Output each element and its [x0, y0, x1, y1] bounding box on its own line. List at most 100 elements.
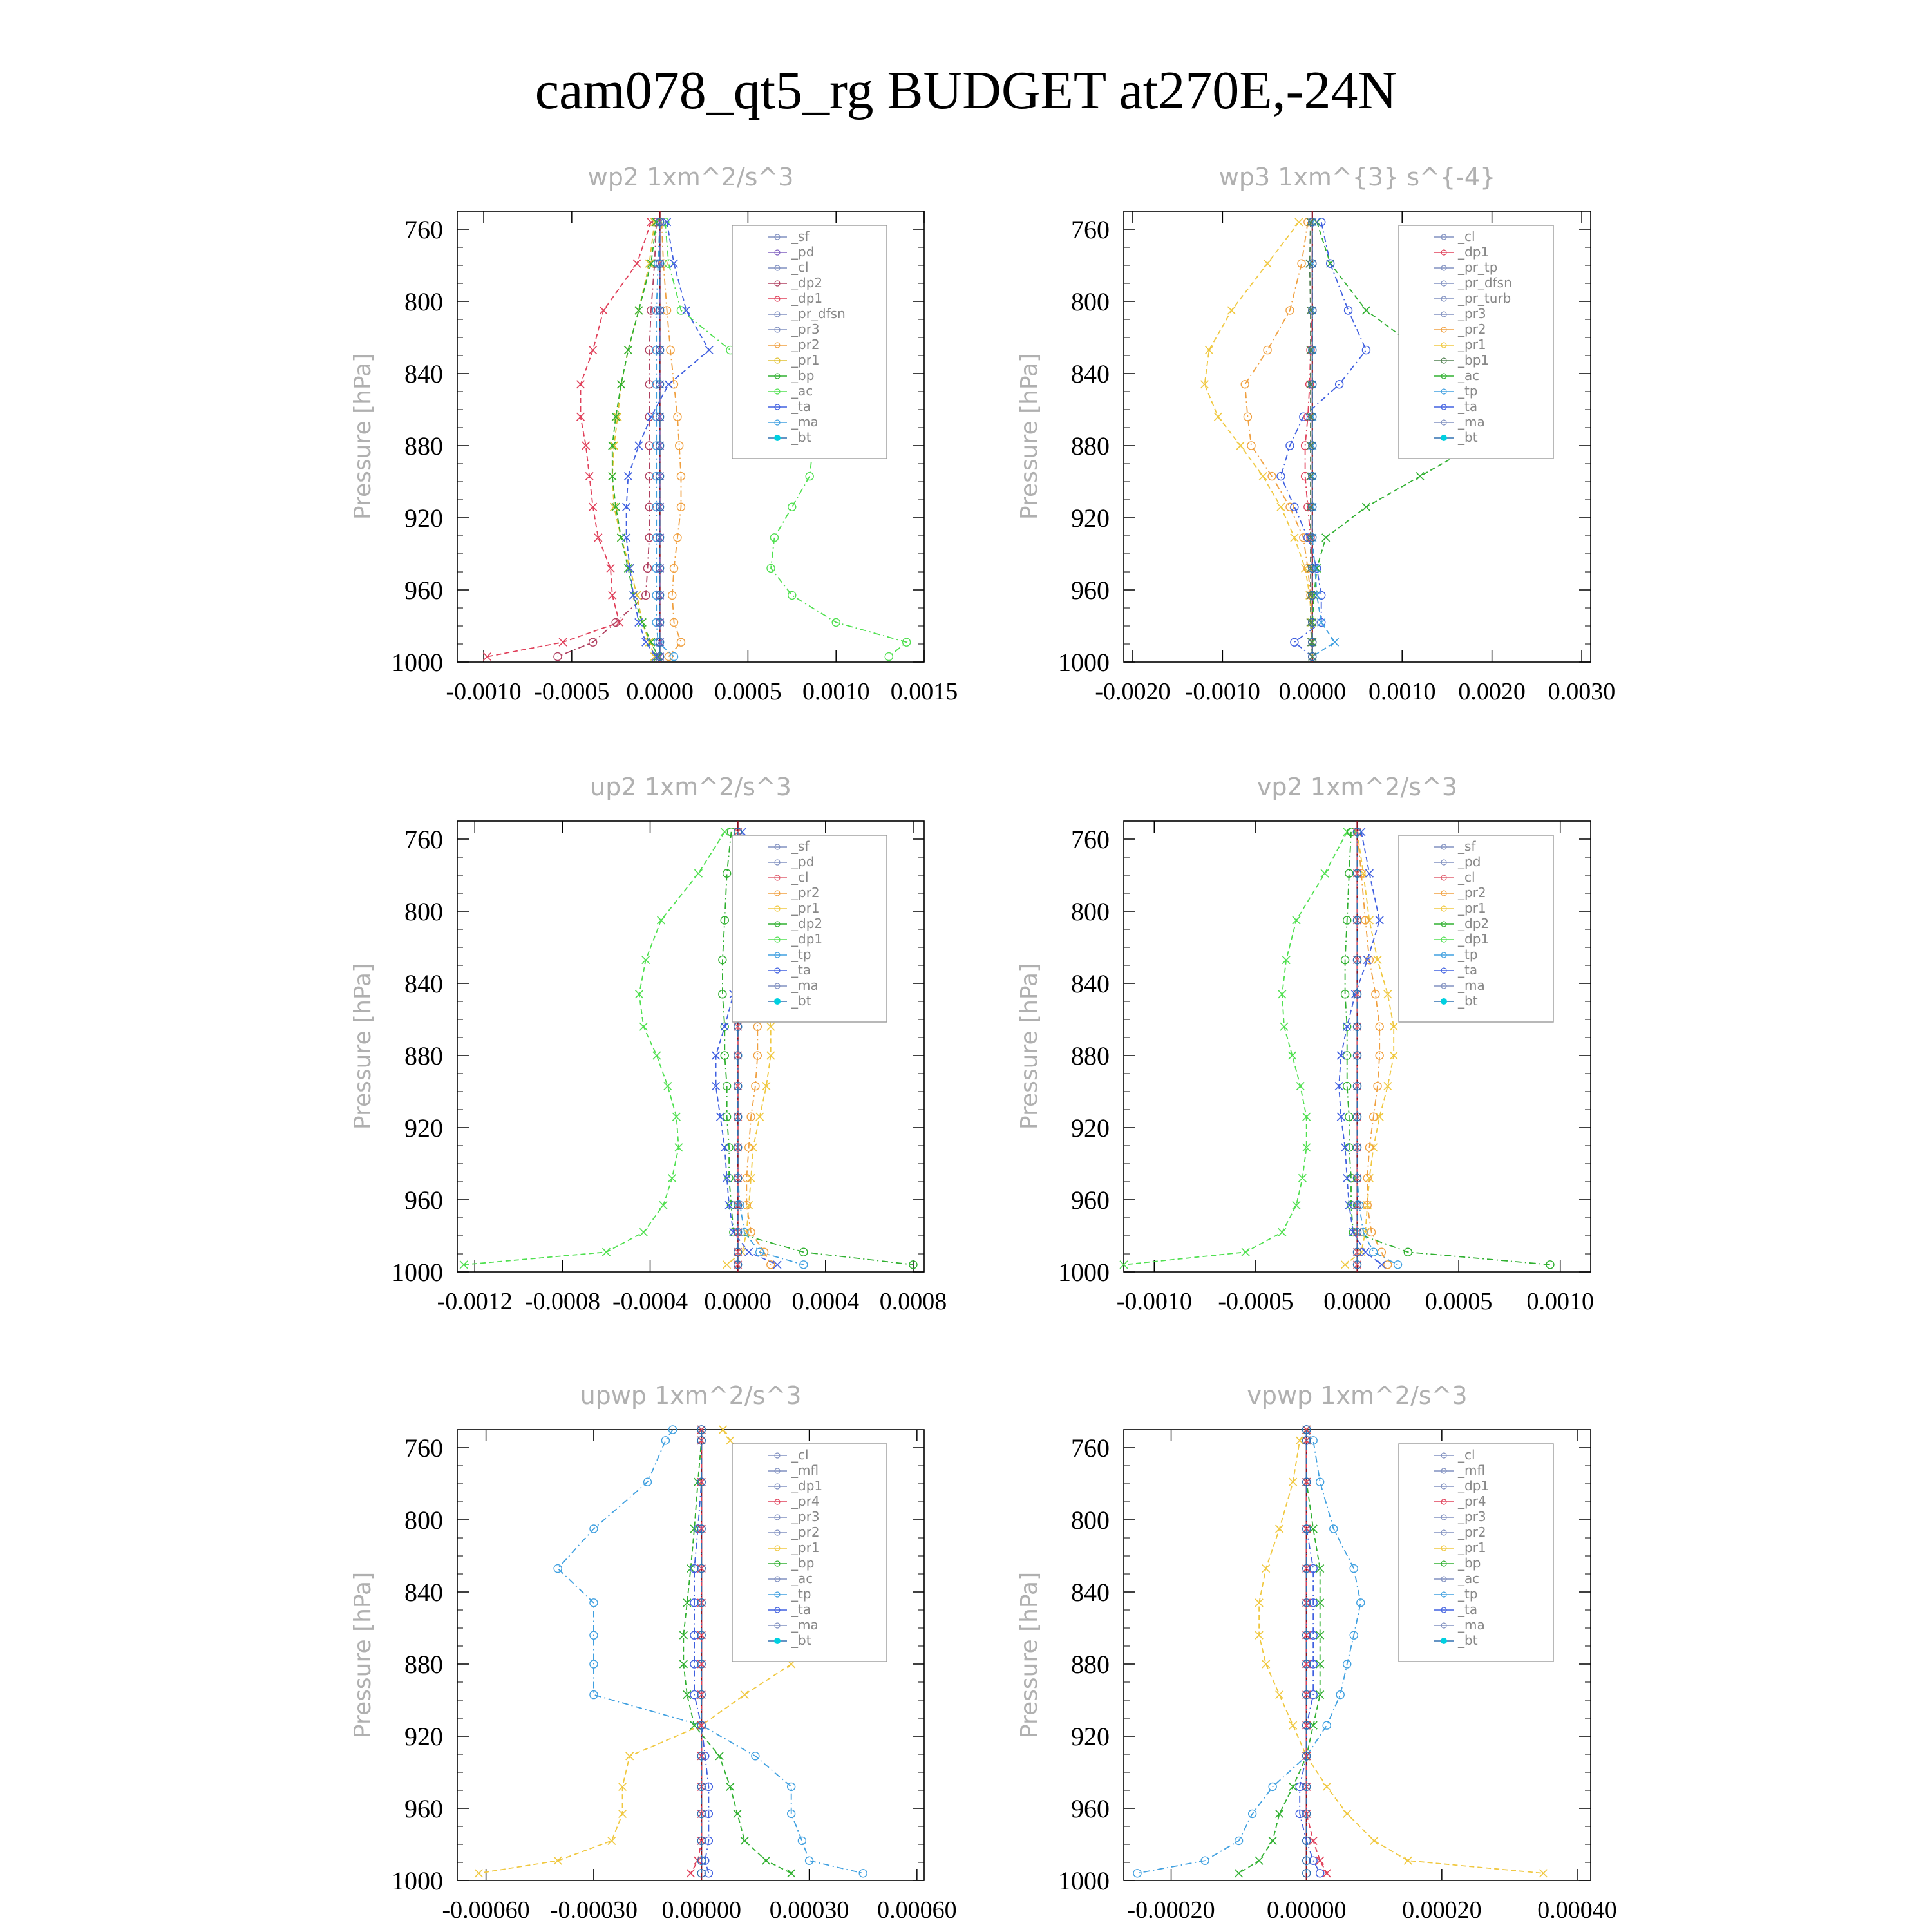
data-point: [647, 306, 656, 315]
data-point: [682, 306, 691, 315]
data-point: [1295, 1782, 1304, 1792]
data-point: [645, 380, 654, 389]
data-point: [622, 533, 631, 542]
legend-label: _bp1: [1457, 352, 1489, 368]
y-tick-label: 880: [404, 1041, 443, 1070]
data-point: [1255, 1631, 1264, 1640]
data-point: [645, 533, 654, 542]
legend-marker: [1441, 311, 1447, 317]
legend-box: [732, 225, 887, 459]
data-point: [679, 1631, 688, 1640]
data-point: [1312, 564, 1321, 573]
data-point: [715, 1112, 725, 1121]
data-point: [589, 1660, 598, 1669]
series-line: [464, 831, 726, 1265]
data-point: [1255, 1856, 1264, 1865]
data-point: [1227, 306, 1236, 315]
series-line: [611, 222, 659, 657]
data-point: [639, 1022, 648, 1031]
data-point: [697, 1869, 706, 1878]
legend-marker: [774, 342, 781, 348]
y-axis-label: Pressure [hPa]: [1016, 354, 1043, 520]
data-point: [1302, 1598, 1311, 1607]
series-bt: [655, 218, 665, 661]
data-point: [1296, 1082, 1305, 1091]
x-tick-label: 0.0000: [1279, 678, 1347, 705]
x-tick-label: 0.00000: [661, 1897, 741, 1924]
data-point: [585, 472, 594, 481]
data-point: [655, 218, 665, 227]
data-point: [1302, 1112, 1311, 1121]
data-point: [664, 259, 674, 268]
y-tick-label: 960: [1071, 1794, 1110, 1823]
data-point: [1317, 618, 1326, 627]
data-point: [1308, 618, 1317, 627]
legend-label: _dp2: [791, 275, 822, 290]
legend-label: _pr1: [1457, 1540, 1486, 1555]
data-point: [1352, 1173, 1362, 1183]
data-point: [1352, 1247, 1362, 1256]
data-point: [1377, 1260, 1386, 1269]
legend-label: _pr2: [791, 1524, 820, 1540]
x-tick-label: -0.0010: [446, 678, 521, 705]
series-line: [1244, 222, 1313, 657]
data-point: [1416, 472, 1425, 481]
data-point: [1361, 502, 1371, 511]
data-point: [1306, 306, 1315, 315]
data-point: [609, 502, 619, 511]
y-axis-label: Pressure [hPa]: [1016, 1572, 1043, 1738]
legend-label: _bp: [1457, 1555, 1481, 1571]
data-point: [622, 502, 631, 511]
data-point: [655, 533, 665, 542]
data-point: [704, 1782, 714, 1792]
data-point: [1275, 1524, 1284, 1533]
data-point: [786, 1782, 796, 1792]
data-point: [1383, 1260, 1392, 1269]
legend-marker: [774, 905, 781, 912]
data-point: [1290, 638, 1299, 647]
data-point: [1308, 345, 1317, 355]
data-point: [1289, 1477, 1298, 1486]
data-point: [1546, 1260, 1555, 1269]
data-point: [1285, 441, 1294, 450]
data-point: [1352, 916, 1362, 925]
data-point: [645, 441, 654, 450]
data-point: [1343, 1809, 1352, 1818]
legend-marker: [1441, 1499, 1447, 1505]
plot-frame: [457, 211, 925, 663]
data-point: [669, 380, 679, 389]
legend-marker: [1441, 890, 1447, 896]
data-point: [625, 1752, 634, 1761]
y-tick-label: 920: [1071, 504, 1110, 533]
y-tick-label: 800: [404, 897, 443, 926]
data-point: [1322, 1782, 1331, 1791]
legend-marker: [774, 1560, 781, 1567]
data-point: [1359, 1227, 1368, 1237]
legend-label: _cl: [1457, 1447, 1475, 1463]
data-point: [1309, 1524, 1318, 1533]
data-point: [1236, 441, 1245, 450]
data-point: [611, 412, 620, 421]
legend-marker: [774, 265, 781, 271]
data-point: [1343, 1081, 1352, 1091]
legend-label: _ac: [791, 1571, 813, 1586]
data-point: [1361, 345, 1371, 355]
x-tick-label: 0.0030: [1548, 678, 1616, 705]
legend-label: _pr1: [791, 900, 820, 916]
data-point: [1334, 380, 1344, 389]
legend-label: _cl: [1457, 869, 1475, 885]
data-point: [742, 1173, 751, 1183]
data-point: [673, 533, 682, 542]
data-point: [1302, 1660, 1311, 1669]
data-point: [1305, 380, 1314, 389]
legend-marker: [1441, 844, 1447, 850]
data-point: [1268, 1782, 1277, 1792]
data-point: [609, 441, 619, 450]
x-tick-label: 0.0004: [792, 1288, 860, 1315]
x-tick-label: -0.0012: [437, 1288, 513, 1315]
legend-label: _cl: [791, 1447, 809, 1463]
data-point: [655, 502, 665, 511]
data-point: [645, 502, 654, 511]
data-point: [1393, 1260, 1403, 1269]
